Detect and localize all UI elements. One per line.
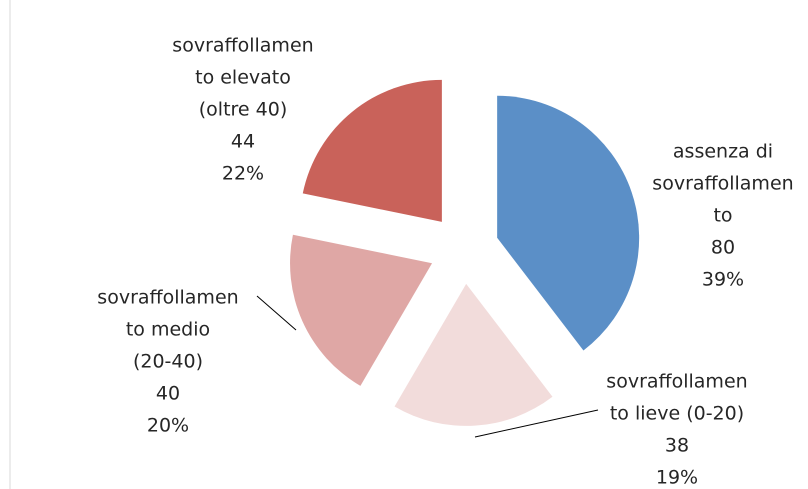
slice-label: sovraffollamen <box>606 371 747 393</box>
slice-label: to lieve (0-20) <box>610 403 744 425</box>
pie-slice <box>497 95 640 351</box>
value-label: 44 <box>231 131 255 153</box>
leader-line <box>256 295 297 331</box>
slice-label: sovraffollamen <box>97 287 238 309</box>
slice-label: sovraffollamen <box>652 173 793 195</box>
slice-label: (20-40) <box>133 351 203 373</box>
percent-label: 22% <box>222 163 264 185</box>
value-label: 38 <box>665 435 689 457</box>
slice-label: to elevato <box>195 67 291 89</box>
pie-slice <box>302 79 442 222</box>
slice-label: assenza di <box>673 141 773 163</box>
pie-slice <box>290 234 433 386</box>
percent-label: 39% <box>702 269 744 291</box>
percent-label: 19% <box>656 467 698 489</box>
slice-label: (oltre 40) <box>199 99 287 121</box>
slice-label: sovraffollamen <box>172 35 313 57</box>
value-label: 80 <box>711 237 735 259</box>
pie-slice <box>394 283 553 426</box>
leader-line <box>474 409 599 438</box>
value-label: 40 <box>156 383 180 405</box>
percent-label: 20% <box>147 415 189 437</box>
slice-label: to medio <box>126 319 210 341</box>
slice-label: to <box>713 205 732 227</box>
